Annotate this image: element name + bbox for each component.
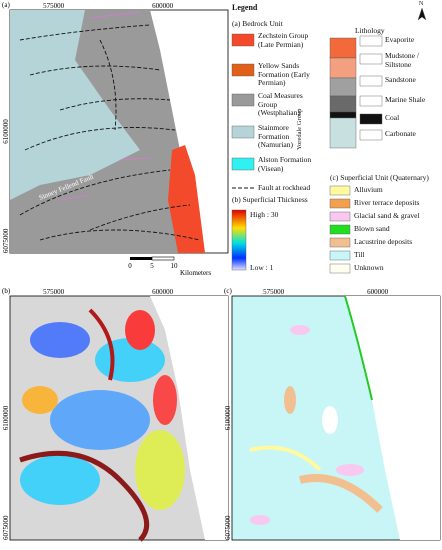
superficial-item: Till (354, 250, 365, 259)
legend-swatches (231, 7, 427, 274)
superficial-item: Lacustrine deposits (354, 237, 413, 246)
bedrock-item: Alston Formation (Visean) (258, 155, 312, 173)
y-tick-label: 6100000 (2, 119, 10, 144)
x-tick-label: 600000 (152, 2, 174, 10)
y-tick-label: 6075000 (2, 228, 10, 253)
scale-unit: Kilometers (180, 269, 211, 277)
superficial-heading: (c) Superficial Unit (Quaternary) (330, 173, 429, 182)
thickness-high: High : 30 (250, 210, 279, 219)
lithology-item: Carbonate (385, 129, 416, 138)
panel-label: (b) (2, 287, 11, 295)
x-tick-label: 575000 (263, 288, 285, 296)
bedrock-item: Stainmore Formation (Namurian) (258, 123, 293, 149)
panel-label: (c) (224, 287, 232, 295)
superficial-map (231, 295, 441, 541)
lithology-heading: Lithology (355, 26, 385, 35)
lithology-item: Mudstone / Siltstone (385, 51, 419, 69)
superficial-item: River terrace deposits (354, 198, 420, 207)
bedrock-map (9, 9, 229, 254)
y-tick-label: 6100000 (224, 405, 232, 430)
superficial-item: Glacial sand & gravel (354, 211, 420, 220)
lithology-item: Coal (385, 113, 400, 122)
thickness-heading: (b) Superficial Thickness (232, 195, 308, 204)
bedrock-item: Zechstein Group (Late Permian) (258, 31, 309, 49)
scale-tick: 10 (171, 262, 179, 270)
x-tick-label: 575000 (43, 2, 65, 10)
x-tick-label: 575000 (43, 288, 65, 296)
legend-title: Legend (232, 3, 258, 12)
superficial-item: Blown sand (354, 224, 390, 233)
x-tick-label: 600000 (152, 288, 174, 296)
north-label: N (419, 1, 424, 7)
bedrock-item: Coal Measures Group (Westphalian) (258, 91, 303, 117)
lithology-item: Sandstone (385, 75, 416, 84)
thickness-map (9, 295, 229, 542)
scale-tick: 0 (128, 262, 132, 270)
thickness-low: Low : 1 (250, 263, 274, 272)
y-tick-label: 6100000 (2, 405, 10, 430)
bedrock-item: Fault at rockhead (258, 183, 311, 192)
panel-label: (a) (2, 1, 10, 9)
y-tick-label: 6075000 (2, 515, 10, 540)
superficial-item: Alluvium (354, 185, 383, 194)
bedrock-item: Yellow Sands Formation (Early Permian) (258, 61, 310, 87)
lithology-item: Evaporite (385, 35, 415, 44)
x-tick-label: 600000 (367, 288, 389, 296)
bedrock-heading: (a) Bedrock Unit (232, 19, 283, 28)
y-tick-label: 6075000 (224, 515, 232, 540)
lithology-item: Marine Shale (385, 95, 426, 104)
scale-tick: 5 (150, 262, 154, 270)
superficial-item: Unknown (354, 263, 384, 272)
scale-bar (130, 256, 175, 261)
